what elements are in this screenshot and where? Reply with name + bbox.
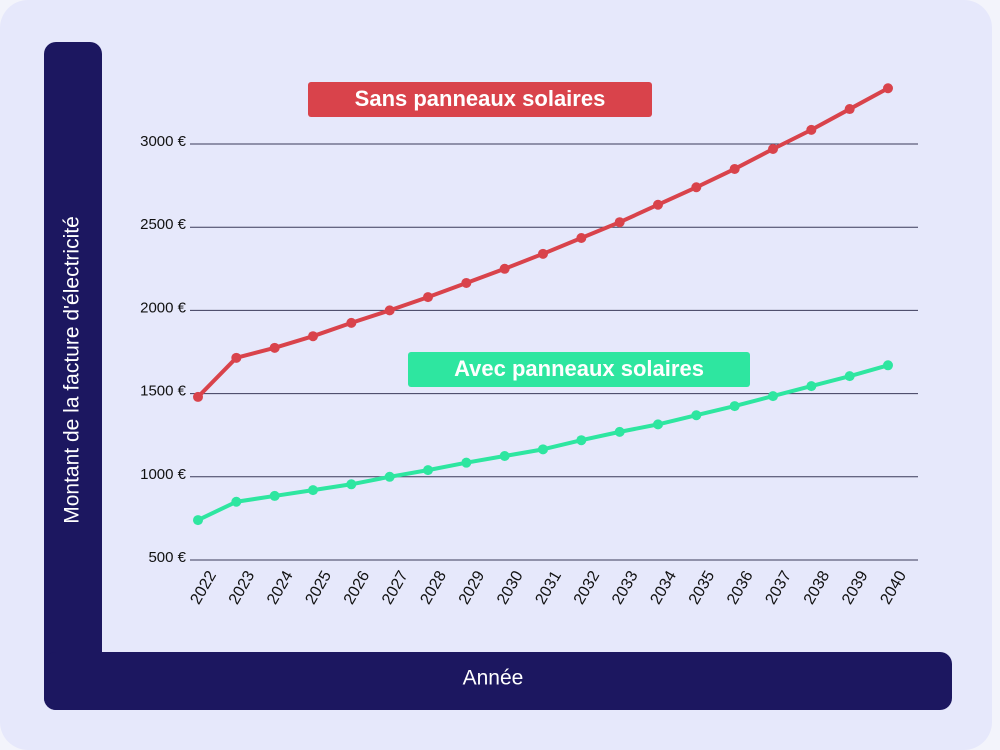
x-axis-band [44, 652, 952, 710]
data-point [538, 248, 548, 259]
y-tick-label: 1500 € [140, 383, 187, 400]
legend-label: Avec panneaux solaires [454, 356, 704, 381]
data-point [844, 371, 855, 382]
x-axis-label: Année [463, 667, 524, 690]
y-tick-label: 2000 € [140, 299, 187, 316]
data-point [231, 352, 242, 363]
data-point [193, 391, 203, 402]
y-axis-label: Montant de la facture d'électricité [61, 216, 84, 524]
data-point [614, 426, 625, 437]
y-tick-label: 500 € [148, 549, 186, 566]
data-point [883, 360, 893, 371]
data-point [384, 471, 395, 482]
data-point [499, 451, 510, 461]
data-point [806, 124, 817, 135]
data-point [844, 104, 855, 115]
data-point [729, 163, 740, 174]
data-point [806, 381, 817, 392]
data-point [576, 435, 587, 446]
data-point [461, 457, 472, 468]
data-point [499, 263, 510, 274]
data-point [346, 479, 357, 490]
data-point [538, 444, 548, 455]
data-point [729, 401, 740, 412]
y-tick-label: 3000 € [140, 133, 187, 150]
data-point [423, 292, 433, 303]
data-point [691, 182, 702, 193]
y-tick-label: 1000 € [140, 466, 187, 483]
data-point [653, 199, 663, 210]
legend-label: Sans panneaux solaires [355, 86, 606, 111]
data-point [308, 331, 318, 342]
data-point [768, 391, 778, 402]
data-point [308, 485, 318, 496]
data-point [231, 496, 242, 507]
data-point [653, 419, 663, 430]
data-point [269, 342, 280, 353]
data-point [193, 515, 203, 526]
y-axis-band [44, 42, 102, 710]
data-point [384, 305, 395, 316]
data-point [691, 410, 702, 421]
y-tick-label: 2500 € [140, 216, 187, 233]
data-point [768, 143, 778, 154]
data-point [883, 83, 893, 94]
data-point [461, 277, 472, 288]
data-point [269, 490, 280, 501]
data-point [614, 217, 625, 228]
data-point [346, 317, 357, 328]
data-point [576, 233, 587, 244]
data-point [423, 465, 433, 476]
legend-swatch [408, 352, 750, 387]
legend-swatch [308, 82, 652, 117]
